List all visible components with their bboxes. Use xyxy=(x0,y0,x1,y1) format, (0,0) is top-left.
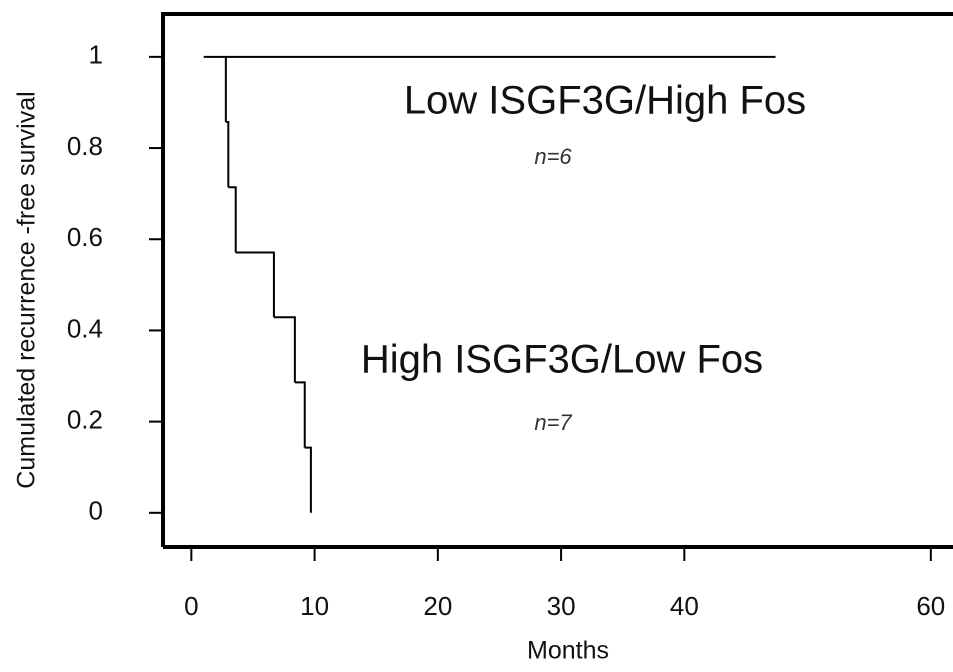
survival-step xyxy=(228,186,237,253)
x-axis-title: Months xyxy=(527,637,609,665)
survival-step xyxy=(294,381,306,448)
survival-step xyxy=(225,121,230,188)
x-tick-label: 30 xyxy=(547,591,576,621)
x-tick-label: 0 xyxy=(184,591,198,621)
survival-step xyxy=(235,251,275,318)
annotation: High ISGF3G/Low Fos xyxy=(361,338,763,382)
x-tick-label: 10 xyxy=(300,591,329,621)
y-tick-label: 1 xyxy=(89,40,103,70)
survival-step xyxy=(273,316,296,383)
x-tick-label: 40 xyxy=(670,591,699,621)
x-tick-label: 20 xyxy=(423,591,452,621)
y-tick-label: 0.8 xyxy=(67,131,103,161)
annotation: n=7 xyxy=(534,410,572,435)
y-tick-label: 0 xyxy=(89,496,103,526)
y-tick-label: 0.4 xyxy=(67,313,103,343)
annotation: Low ISGF3G/High Fos xyxy=(404,79,806,123)
y-tick-label: 0.6 xyxy=(67,222,103,252)
survival-step xyxy=(304,446,312,513)
annotation: n=6 xyxy=(534,144,572,169)
x-tick-label: 60 xyxy=(916,591,945,621)
y-axis-title: Cumulated recurrence -free survival xyxy=(13,91,41,488)
y-tick-label: 0.2 xyxy=(67,404,103,434)
axis-frame xyxy=(161,12,953,549)
